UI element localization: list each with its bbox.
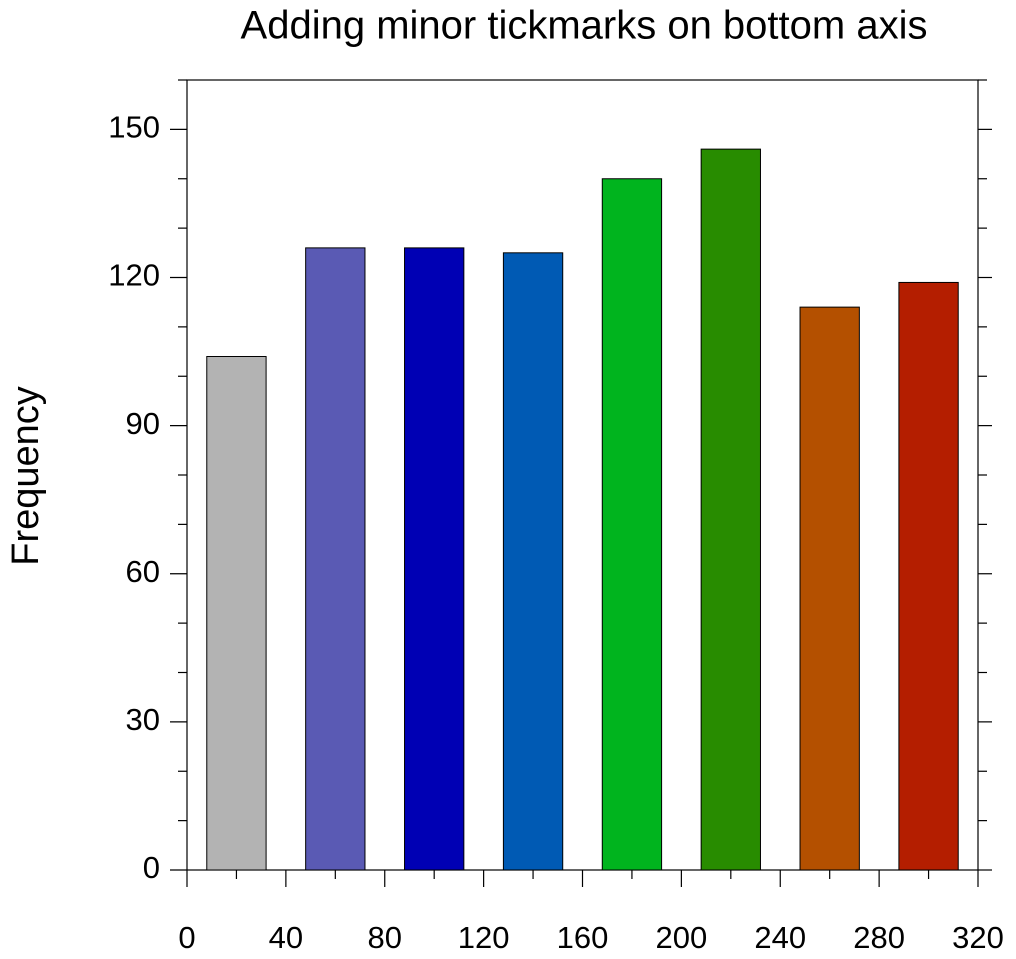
bar (700, 148, 761, 871)
bar (305, 247, 366, 871)
y-tick-label: 90 (126, 406, 160, 441)
y-tick-label: 150 (108, 110, 160, 145)
y-tick-label: 120 (108, 258, 160, 293)
x-tick-label: 240 (754, 920, 806, 955)
x-tick-label: 320 (952, 920, 1004, 955)
bar (502, 252, 564, 871)
x-tick-label: 80 (368, 920, 402, 955)
x-tick-label: 0 (178, 920, 195, 955)
bar (404, 247, 465, 871)
y-tick-label: 30 (126, 702, 160, 737)
x-tick-label: 280 (853, 920, 905, 955)
bar (206, 356, 267, 871)
y-axis-label: Frequency (5, 386, 47, 566)
x-tick-label: 120 (458, 920, 510, 955)
y-tick-label: 0 (143, 850, 160, 885)
x-tick-label: 40 (269, 920, 303, 955)
x-tick-label: 160 (557, 920, 609, 955)
bar (898, 281, 959, 871)
chart-title: Adding minor tickmarks on bottom axis (241, 4, 928, 48)
bar (601, 178, 663, 871)
y-tick-label: 60 (126, 554, 160, 589)
bar (799, 306, 860, 871)
x-tick-label: 200 (656, 920, 708, 955)
